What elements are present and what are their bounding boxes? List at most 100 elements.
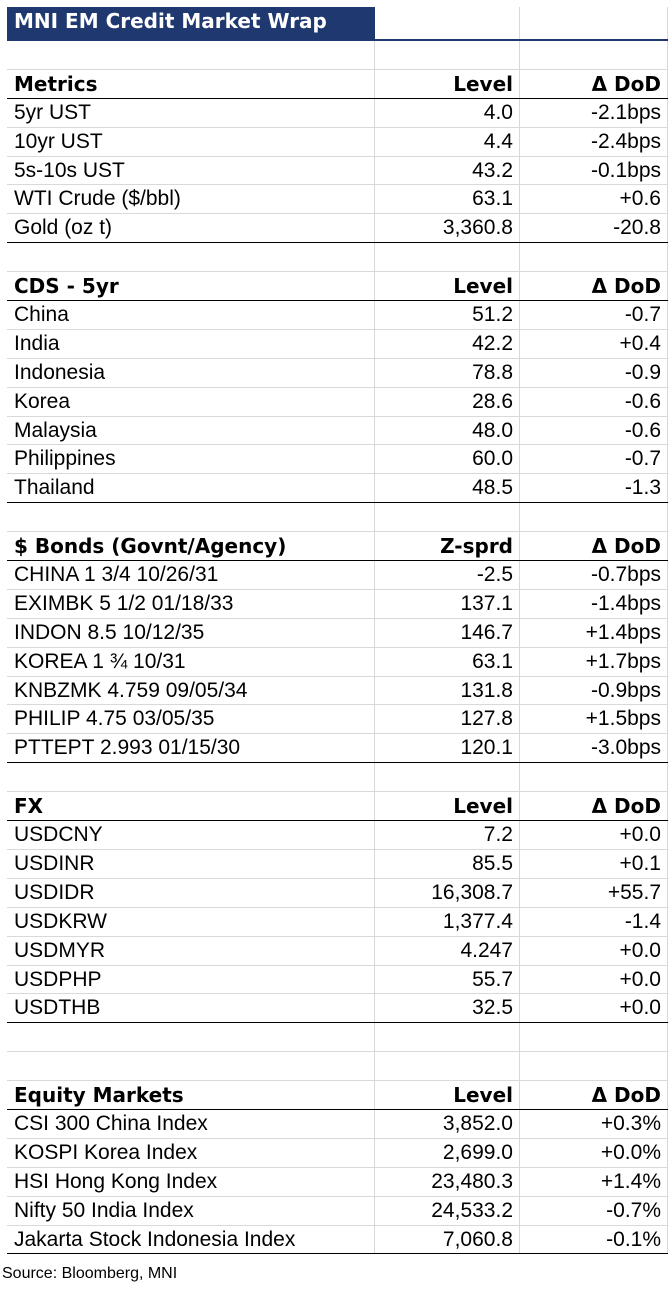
- empty-cell: [375, 7, 520, 39]
- empty-cell: [520, 503, 668, 532]
- level-column-header: Level: [375, 69, 520, 98]
- table-row: Philippines 60.0 -0.7: [7, 445, 668, 475]
- level-column-header: Z-sprd: [375, 532, 520, 561]
- level-value: 32.5: [375, 994, 520, 1023]
- section-title: FX: [7, 792, 375, 821]
- table-row: Gold (oz t) 3,360.8 -20.8: [7, 214, 668, 244]
- table-row: KNBZMK 4.759 09/05/34 131.8 -0.9bps: [7, 676, 668, 706]
- change-value: +0.0: [520, 965, 668, 994]
- change-value: -0.7bps: [520, 561, 668, 589]
- empty-cell: [520, 1052, 668, 1081]
- empty-cell: [7, 1052, 375, 1081]
- change-value: -1.4: [520, 907, 668, 936]
- instrument-name: CSI 300 China Index: [7, 1109, 375, 1138]
- change-value: -0.9: [520, 358, 668, 387]
- table-row: 5yr UST 4.0 -2.1bps: [7, 98, 668, 128]
- blank-row: [7, 1023, 668, 1053]
- change-value: +0.6: [520, 185, 668, 214]
- instrument-name: PHILIP 4.75 03/05/35: [7, 705, 375, 734]
- empty-cell: [375, 1023, 520, 1052]
- level-value: 7.2: [375, 821, 520, 849]
- change-value: -3.0bps: [520, 734, 668, 763]
- level-value: 146.7: [375, 618, 520, 647]
- level-value: 85.5: [375, 849, 520, 878]
- table-row: CSI 300 China Index 3,852.0 +0.3%: [7, 1109, 668, 1139]
- level-value: 60.0: [375, 445, 520, 474]
- instrument-name: USDINR: [7, 849, 375, 878]
- instrument-name: Philippines: [7, 445, 375, 474]
- empty-cell: [520, 41, 668, 69]
- table-title: MNI EM Credit Market Wrap: [7, 7, 375, 39]
- table-row: Malaysia 48.0 -0.6: [7, 416, 668, 446]
- level-value: 2,699.0: [375, 1138, 520, 1167]
- level-value: 4.247: [375, 936, 520, 965]
- instrument-name: EXIMBK 5 1/2 01/18/33: [7, 589, 375, 618]
- table-row: INDON 8.5 10/12/35 146.7 +1.4bps: [7, 618, 668, 648]
- change-value: -0.7%: [520, 1196, 668, 1225]
- instrument-name: Indonesia: [7, 358, 375, 387]
- change-column-header: Δ DoD: [520, 272, 668, 301]
- table-row: USDIDR 16,308.7 +55.7: [7, 878, 668, 908]
- table-row: Thailand 48.5 -1.3: [7, 474, 668, 504]
- change-value: +0.0: [520, 821, 668, 849]
- level-value: 7,060.8: [375, 1225, 520, 1254]
- level-value: 4.4: [375, 127, 520, 156]
- table-row: Jakarta Stock Indonesia Index 7,060.8 -0.1…: [7, 1225, 668, 1255]
- change-value: +0.0: [520, 936, 668, 965]
- table-row: 10yr UST 4.4 -2.4bps: [7, 127, 668, 157]
- table-body: Metrics Level Δ DoD 5yr UST 4.0 -2.1bps 10yr U…: [7, 41, 668, 1255]
- level-value: 3,852.0: [375, 1109, 520, 1138]
- empty-cell: [7, 763, 375, 792]
- table-row: Nifty 50 India Index 24,533.2 -0.7%: [7, 1196, 668, 1226]
- instrument-name: PTTEPT 2.993 01/15/30: [7, 734, 375, 763]
- level-value: 4.0: [375, 98, 520, 127]
- table-row: HSI Hong Kong Index 23,480.3 +1.4%: [7, 1167, 668, 1197]
- level-value: 23,480.3: [375, 1167, 520, 1196]
- level-column-header: Level: [375, 272, 520, 301]
- instrument-name: 10yr UST: [7, 127, 375, 156]
- level-value: -2.5: [375, 561, 520, 589]
- instrument-name: KOREA 1 ¾ 10/31: [7, 647, 375, 676]
- level-column-header: Level: [375, 1081, 520, 1109]
- instrument-name: China: [7, 301, 375, 329]
- level-value: 16,308.7: [375, 878, 520, 907]
- change-value: -0.1%: [520, 1225, 668, 1254]
- table-row: USDCNY 7.2 +0.0: [7, 821, 668, 850]
- section-header-row: $ Bonds (Govnt/Agency) Z-sprd Δ DoD: [7, 532, 668, 562]
- table-row: EXIMBK 5 1/2 01/18/33 137.1 -1.4bps: [7, 589, 668, 619]
- change-value: +1.4bps: [520, 618, 668, 647]
- blank-row: [7, 1052, 668, 1082]
- empty-cell: [7, 1023, 375, 1052]
- table-row: 5s-10s UST 43.2 -0.1bps: [7, 156, 668, 186]
- change-value: -2.4bps: [520, 127, 668, 156]
- table-row: USDTHB 32.5 +0.0: [7, 994, 668, 1024]
- empty-cell: [520, 1023, 668, 1052]
- table-row: KOSPI Korea Index 2,699.0 +0.0%: [7, 1138, 668, 1168]
- level-value: 127.8: [375, 705, 520, 734]
- table-row: Korea 28.6 -0.6: [7, 387, 668, 417]
- instrument-name: KOSPI Korea Index: [7, 1138, 375, 1167]
- empty-cell: [7, 243, 375, 272]
- change-value: -0.6: [520, 387, 668, 416]
- table-row: India 42.2 +0.4: [7, 329, 668, 359]
- level-value: 24,533.2: [375, 1196, 520, 1225]
- change-value: +0.4: [520, 329, 668, 358]
- empty-cell: [7, 503, 375, 532]
- instrument-name: USDKRW: [7, 907, 375, 936]
- instrument-name: INDON 8.5 10/12/35: [7, 618, 375, 647]
- empty-cell: [375, 503, 520, 532]
- change-column-header: Δ DoD: [520, 1081, 668, 1109]
- change-value: +0.1: [520, 849, 668, 878]
- change-value: -0.7: [520, 301, 668, 329]
- section-title: Metrics: [7, 69, 375, 98]
- change-value: -0.9bps: [520, 676, 668, 705]
- level-value: 63.1: [375, 647, 520, 676]
- section-title: CDS - 5yr: [7, 272, 375, 301]
- level-value: 48.5: [375, 474, 520, 503]
- instrument-name: USDPHP: [7, 965, 375, 994]
- instrument-name: USDIDR: [7, 878, 375, 907]
- blank-row: [7, 243, 668, 273]
- instrument-name: CHINA 1 3/4 10/26/31: [7, 561, 375, 589]
- change-value: +1.7bps: [520, 647, 668, 676]
- blank-row: [7, 503, 668, 533]
